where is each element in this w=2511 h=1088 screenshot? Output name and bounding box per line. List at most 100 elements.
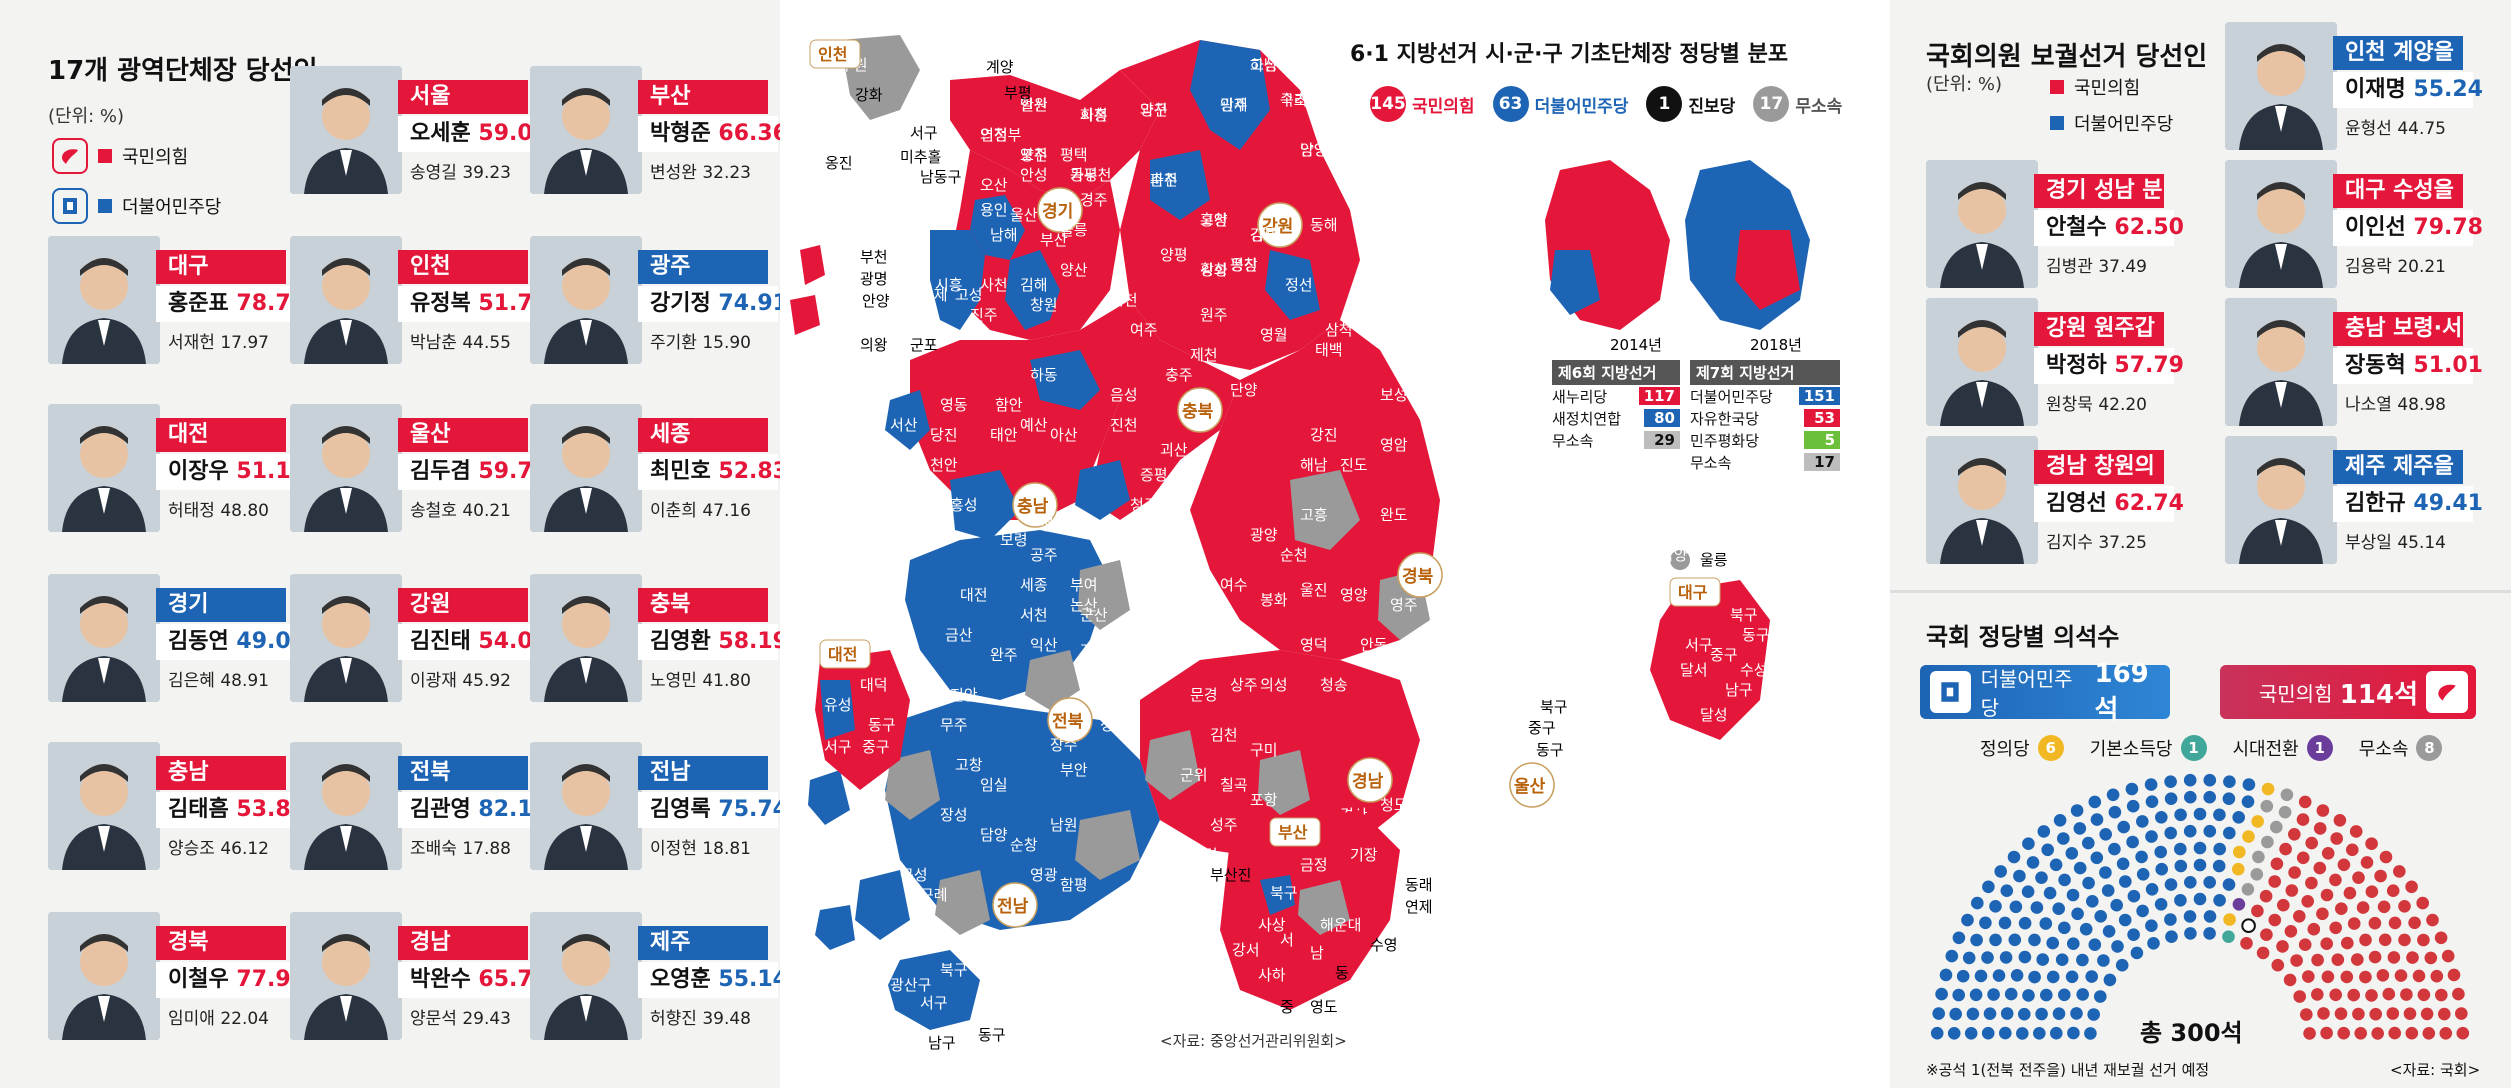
- candidate-photo: [48, 404, 160, 532]
- seat-dot: [2329, 988, 2342, 1002]
- seat-dot: [2365, 837, 2378, 850]
- district-label: 예천: [1420, 636, 1448, 654]
- seat-dot: [2145, 883, 2159, 896]
- candidate-photo: [530, 742, 642, 870]
- winner-name: 박형준 66.36: [638, 116, 788, 152]
- ppp-logo-icon: [52, 138, 88, 174]
- minor-parties: 정의당 6 기본소득당 1 시대전환 1 무소속 8: [1980, 735, 2443, 761]
- runner-up: 박남춘 44.55: [410, 333, 511, 353]
- seat-box-dp: 더불어민주당 169석: [1920, 659, 2170, 725]
- seat-dot: [2317, 1007, 2330, 1020]
- svg-text:기장: 기장: [1350, 846, 1378, 864]
- district-label: 창녕: [1400, 906, 1428, 924]
- seat-dot: [2174, 842, 2187, 856]
- seat-dot: [2009, 900, 2023, 914]
- svg-text:부산진: 부산진: [1210, 866, 1251, 884]
- seat-dot: [2135, 850, 2148, 864]
- map-title: 6·1 지방선거 시·군·구 기초단체장 정당별 분포: [1350, 42, 1789, 67]
- seat-dot: [2004, 987, 2018, 1001]
- seat-dot: [2111, 940, 2124, 953]
- svg-text:2014년: 2014년: [1610, 336, 1662, 354]
- seat-dot: [2288, 866, 2301, 879]
- winner-percent: 62.50: [2114, 215, 2184, 240]
- candidate-photo: [290, 574, 402, 702]
- seat-dot: [2455, 1007, 2468, 1020]
- seat-dot: [2298, 938, 2312, 951]
- seat-dot: [2154, 898, 2168, 911]
- district-label: 성주: [1210, 816, 1238, 834]
- seat-dot: [2365, 989, 2378, 1002]
- seat-dot: [2331, 953, 2345, 966]
- seat-dot: [2164, 878, 2178, 891]
- svg-text:서구: 서구: [910, 124, 938, 142]
- seat-dot: [2222, 878, 2236, 891]
- seat-dot: [2356, 901, 2370, 914]
- count-independent: 17 무소속: [1753, 86, 1842, 122]
- seat-dot: [2386, 884, 2400, 897]
- seat-dot: [2435, 988, 2448, 1002]
- candidate-photo: [48, 574, 160, 702]
- candidate-card: 충남 김태흠 53.87 양승조 46.12: [48, 742, 306, 872]
- seat-dot: [2359, 933, 2372, 947]
- district-label: 영광: [1030, 866, 1058, 884]
- seat-dot: [1945, 949, 1959, 963]
- runner-up: 허태정 48.80: [168, 501, 269, 521]
- seat-dot: [1952, 931, 1966, 945]
- region-label: 경북: [156, 926, 286, 960]
- dp-logo-icon: [52, 188, 88, 224]
- seat-dot: [2147, 937, 2160, 950]
- region-label: 전남: [638, 756, 768, 790]
- candidate-photo: [290, 66, 402, 194]
- seat-dot: [2073, 822, 2087, 835]
- byelection-panel: 국회의원 보궐선거 당선인 (단위: %) 국민의힘 더불어민주당 인천 계양을…: [1890, 0, 2511, 1088]
- seat-dot: [2424, 951, 2438, 965]
- candidate-card: 전남 김영록 75.74 이정현 18.81: [530, 742, 788, 872]
- mainland: [840, 35, 1440, 935]
- seat-dot: [2393, 865, 2406, 878]
- seat-dot: [2233, 845, 2246, 859]
- seat-dot: [2313, 822, 2327, 835]
- candidate-photo: [290, 236, 402, 364]
- district-label: 양평: [1160, 246, 1188, 264]
- seat-dot: [1994, 865, 2007, 878]
- seat-dot: [2408, 916, 2421, 930]
- winner-percent: 75.74: [718, 797, 788, 822]
- svg-text:중구: 중구: [1710, 646, 1738, 664]
- seat-dot: [2268, 875, 2281, 888]
- seat-dot: [2184, 790, 2197, 804]
- district-label: 창원: [1030, 296, 1058, 314]
- seat-dot: [2057, 832, 2070, 845]
- district-label: 의령: [1500, 676, 1528, 694]
- seat-dot: [2293, 990, 2306, 1003]
- candidate-photo: [530, 404, 642, 532]
- seat-dot: [2268, 913, 2282, 927]
- svg-text:동구: 동구: [1742, 626, 1770, 644]
- district-label: 함안: [995, 396, 1023, 414]
- seat-dot: [2116, 857, 2130, 871]
- winner-name: 이재명 55.24: [2333, 72, 2483, 108]
- district-label: 장성: [940, 806, 968, 824]
- seat-dot: [2241, 883, 2255, 896]
- district-label: 김제: [1150, 626, 1178, 644]
- seat-dot: [2203, 876, 2216, 889]
- district-label: 남해: [990, 226, 1018, 244]
- seat-dot: [2000, 884, 2014, 897]
- gyeonggi-west-shape: [930, 230, 985, 330]
- seat-dot: [2094, 990, 2107, 1003]
- district-label: 강화: [1200, 261, 1228, 279]
- seat-dot: [2090, 851, 2104, 865]
- runner-up: 김병관 37.49: [2046, 257, 2147, 277]
- seat-dot: [2036, 953, 2049, 966]
- seat-dot: [2174, 894, 2187, 907]
- district-label: 서천: [1020, 606, 1048, 624]
- district-label: 산청: [1470, 756, 1498, 774]
- district-label: 곡성: [900, 866, 928, 884]
- badge-jeonbuk: 전북: [1052, 712, 1084, 732]
- seat-dot: [2334, 1007, 2348, 1020]
- seat-dot: [2184, 927, 2197, 940]
- seat-dot: [2110, 898, 2123, 912]
- district-label: 홍성: [950, 496, 978, 514]
- seat-dot: [2311, 988, 2324, 1001]
- svg-text:부천: 부천: [860, 248, 888, 266]
- seat-dot: [2296, 851, 2310, 865]
